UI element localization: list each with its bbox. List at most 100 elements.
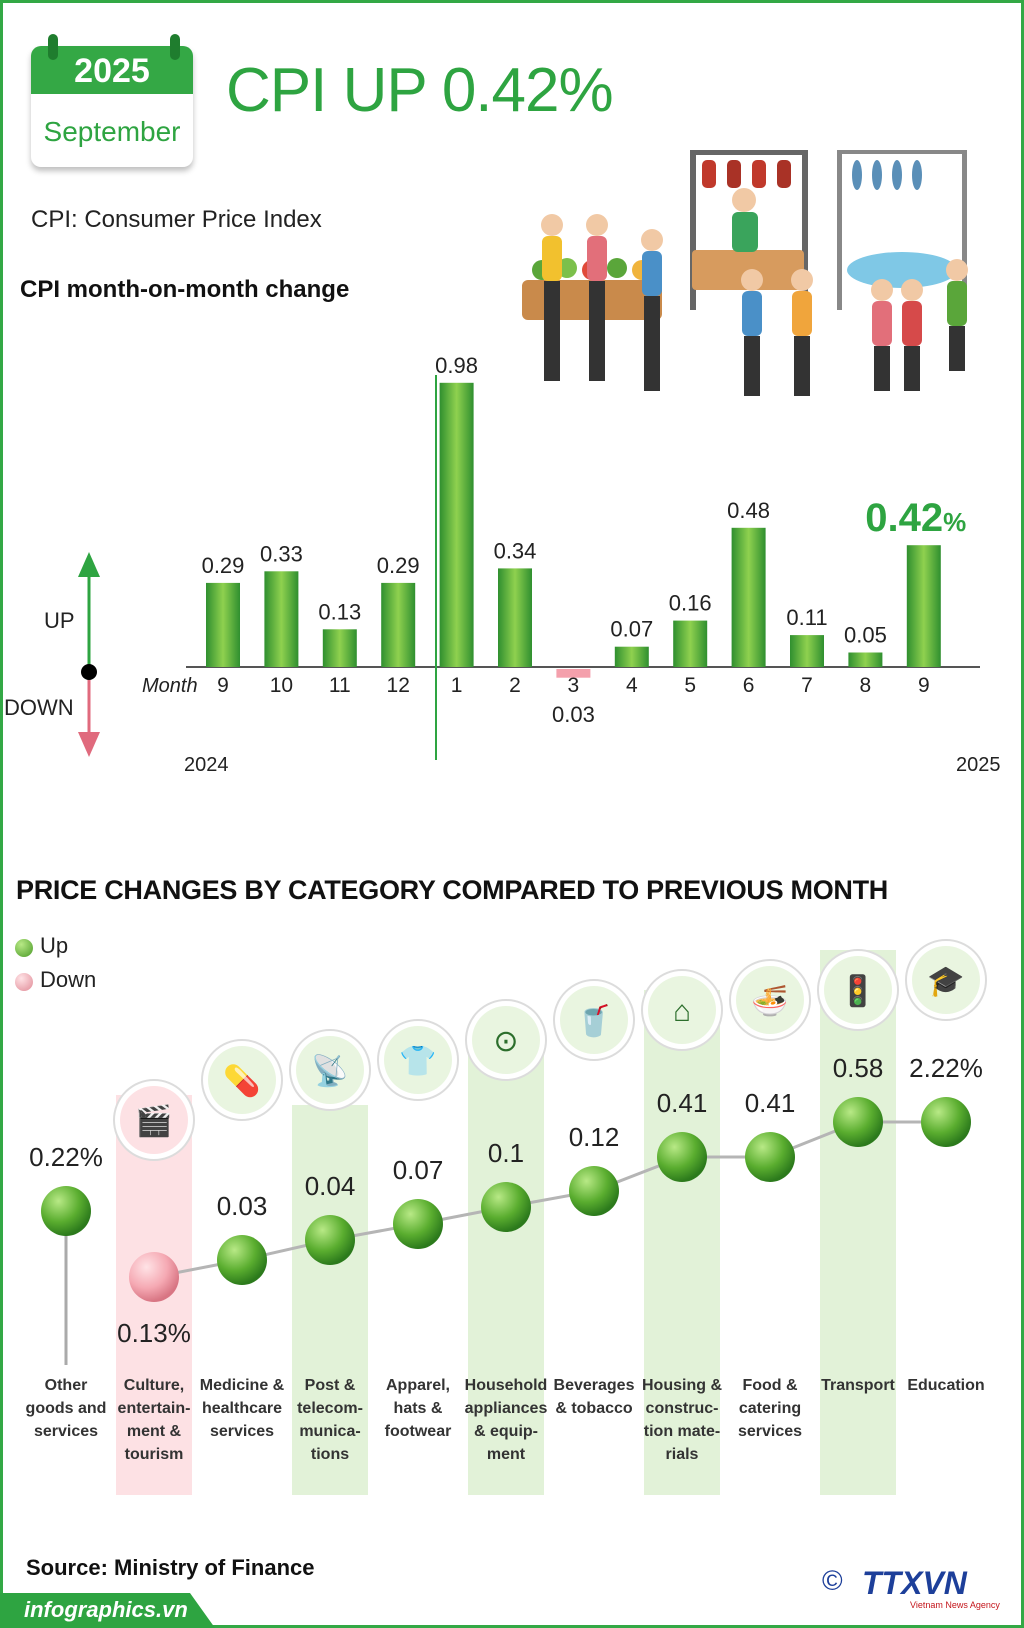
bar-month-7 (790, 635, 824, 667)
legend-down-label: Down (40, 967, 97, 992)
food-bowl-icon: 🍜 (729, 959, 811, 1041)
calendar-badge: 2025 September (31, 46, 193, 167)
cpi-definition: CPI: Consumer Price Index (31, 206, 322, 233)
svg-text:🍜: 🍜 (751, 984, 788, 1018)
category-label: Other goods and services (26, 1377, 107, 1440)
bar-value-label: 0.03 (552, 702, 595, 727)
category-point-up (745, 1132, 795, 1182)
category-point-up (921, 1097, 971, 1147)
bar-value-label: 0.16 (669, 591, 712, 616)
category-connector-line (153, 1120, 946, 1279)
shoppers-icon (541, 188, 968, 396)
category-value-label: 0.07 (393, 1155, 444, 1185)
month-tick-label: 4 (626, 674, 638, 697)
svg-text:⌂: ⌂ (673, 995, 691, 1028)
down-label: DOWN (4, 695, 74, 720)
category-value-label: 0.03 (217, 1191, 268, 1221)
up-label: UP (44, 608, 75, 633)
category-point-up (569, 1166, 619, 1216)
house-icon: ⌂ (641, 969, 723, 1051)
month-axis-label: Month (142, 675, 198, 697)
month-tick-label: 3 (568, 674, 580, 697)
svg-text:🚦: 🚦 (839, 973, 876, 1008)
column-highlight (292, 1105, 368, 1495)
bar-value-label: 0.29 (377, 553, 420, 578)
category-point-up (481, 1182, 531, 1232)
month-tick-label: 9 (217, 674, 229, 697)
month-tick-label: 10 (270, 674, 293, 697)
category-value-label: 0.1 (488, 1138, 524, 1168)
category-label: Food & catering services (738, 1377, 802, 1440)
svg-text:🥤: 🥤 (575, 1003, 612, 1038)
copyright-icon: © (822, 1565, 843, 1596)
svg-text:💊: 💊 (223, 1062, 260, 1099)
bar-month-4 (614, 646, 649, 667)
calendar-ring-icon (170, 34, 180, 60)
bar-month-10 (264, 571, 299, 667)
up-arrow-icon (78, 552, 100, 577)
bar-value-label: 0.07 (610, 617, 653, 642)
bar-month-12 (381, 582, 416, 667)
svg-text:🎬: 🎬 (135, 1103, 172, 1138)
section-title-monthly: CPI month-on-month change (20, 276, 350, 303)
category-value-label: 0.04 (305, 1171, 356, 1201)
bar-month-3 (556, 669, 591, 678)
year-label-2024: 2024 (184, 754, 229, 776)
pill-icon: 💊 (201, 1039, 283, 1121)
month-tick-label: 1 (451, 674, 463, 697)
legend-down-dot (15, 973, 33, 991)
bar-value-label: 0.34 (494, 538, 537, 563)
category-value-label: 0.13% (117, 1318, 191, 1348)
zero-point-dot (81, 664, 97, 680)
bar-month-2 (498, 568, 532, 667)
category-value-label: 0.58 (833, 1053, 884, 1083)
down-arrow-icon (78, 732, 100, 757)
category-point-up (305, 1215, 355, 1265)
bar-value-label: 0.48 (727, 498, 770, 523)
bar-value-label-highlight: 0.42% (865, 496, 966, 540)
column-highlight (468, 1025, 544, 1495)
month-tick-label: 5 (684, 674, 696, 697)
clothes-icon: 👕 (377, 1019, 459, 1101)
graduation-cap-icon: 🎓 (905, 939, 987, 1021)
category-point-up (41, 1186, 91, 1236)
bar-value-label: 0.29 (202, 553, 245, 578)
month-tick-label: 11 (329, 674, 351, 697)
fish-stall-icon (837, 150, 967, 310)
month-tick-label: 6 (743, 674, 755, 697)
bar-month-8 (848, 652, 883, 667)
category-point-up (393, 1199, 443, 1249)
column-highlight (644, 990, 720, 1495)
category-label: Post & telecom-munica-tions (297, 1377, 363, 1463)
category-label: Education (907, 1377, 984, 1394)
month-tick-label: 7 (801, 674, 813, 697)
category-change-chart: 🎬 💊 📡 👕 ⊙ 🥤 ⌂ 🍜 🚦 🎓 0.22% 0.13% 0.03 0.04 0.07 0.1 0.12… (26, 939, 987, 1495)
drinks-icon: 🥤 (553, 979, 635, 1061)
category-value-label: 0.12 (569, 1122, 620, 1152)
month-tick-label: 2 (509, 674, 521, 697)
footer-bar (0, 1593, 215, 1628)
monthly-cpi-chart: UP DOWN Month 2024 2025 0.29 9 0.33 10 0.13 1… (4, 353, 1001, 776)
bar-month-9 (206, 582, 240, 667)
category-value-label: 0.41 (745, 1088, 796, 1118)
category-point-down (129, 1252, 179, 1302)
section-title-categories: PRICE CHANGES BY CATEGORY COMPARED TO PR… (16, 875, 888, 905)
bar-month-9 (906, 545, 941, 667)
logo-subtitle: Vietnam News Agency (910, 1600, 1000, 1610)
legend-up-dot (15, 939, 33, 957)
bar-value-label: 0.11 (786, 605, 827, 630)
category-label: Housing & construc-tion mate-rials (642, 1377, 722, 1463)
category-point-up (217, 1235, 267, 1285)
source-note: Source: Ministry of Finance (26, 1555, 315, 1580)
category-label: Culture, entertain-ment & tourism (118, 1377, 191, 1463)
calendar-header (31, 46, 193, 94)
category-label: Beverages & tobacco (554, 1377, 635, 1417)
category-label: Medicine & healthcare services (200, 1377, 285, 1440)
svg-text:📡: 📡 (311, 1051, 348, 1088)
category-value-label: 0.41 (657, 1088, 708, 1118)
category-label: Apparel, hats & footwear (385, 1377, 452, 1440)
page-title: CPI UP 0.42% (226, 56, 614, 125)
month-tick-label: 8 (860, 674, 872, 697)
svg-text:⊙: ⊙ (493, 1025, 518, 1058)
bar-month-6 (731, 527, 766, 667)
